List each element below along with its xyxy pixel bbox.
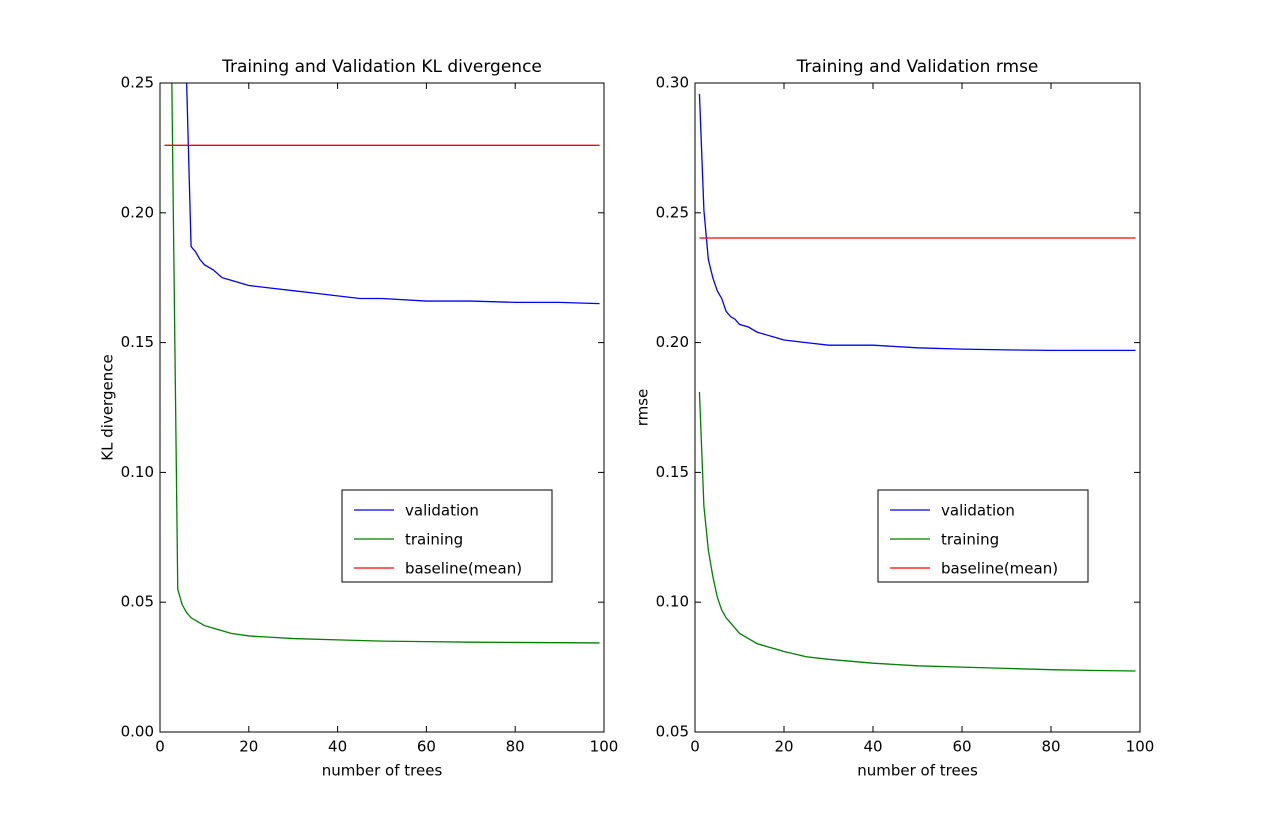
x-axis-label: number of trees xyxy=(857,762,978,780)
y-tick-label: 0.15 xyxy=(656,463,689,481)
data-line xyxy=(698,391,1136,672)
legend-label: validation xyxy=(941,502,1015,520)
y-axis-label: rmse xyxy=(634,389,652,427)
y-tick-label: 0.25 xyxy=(656,203,689,221)
y-tick-label: 0.30 xyxy=(656,74,689,92)
y-tick-label: 0.10 xyxy=(656,593,689,611)
y-tick-label: 0.20 xyxy=(121,203,154,221)
legend-label: validation xyxy=(405,502,479,520)
x-tick-label: 100 xyxy=(1126,738,1155,756)
x-tick-label: 40 xyxy=(863,738,882,756)
x-tick-label: 20 xyxy=(239,738,258,756)
legend-label: baseline(mean) xyxy=(941,560,1058,578)
x-tick-label: 60 xyxy=(952,738,971,756)
y-tick-label: 0.15 xyxy=(121,333,154,351)
x-tick-label: 60 xyxy=(417,738,436,756)
x-tick-label: 0 xyxy=(155,738,165,756)
x-tick-label: 0 xyxy=(690,738,700,756)
y-tick-label: 0.05 xyxy=(656,723,689,741)
x-tick-label: 80 xyxy=(1041,738,1060,756)
y-axis-label: KL divergence xyxy=(99,354,117,460)
legend-box xyxy=(877,489,1089,583)
axes-frame xyxy=(694,82,1141,733)
legend-label: training xyxy=(941,531,999,549)
y-tick-label: 0.20 xyxy=(656,333,689,351)
y-tick-label: 0.25 xyxy=(121,74,154,92)
subplot: Training and Validation KL divergence num… xyxy=(99,57,619,780)
x-tick-label: 100 xyxy=(590,738,619,756)
x-tick-label: 80 xyxy=(506,738,525,756)
y-tick-label: 0.00 xyxy=(121,723,154,741)
axes-frame xyxy=(159,82,605,733)
y-tick-label: 0.05 xyxy=(121,593,154,611)
data-line xyxy=(185,83,600,305)
x-axis-label: number of trees xyxy=(322,762,443,780)
chart-title: Training and Validation KL divergence xyxy=(221,57,542,77)
data-line xyxy=(698,93,1136,352)
y-tick-label: 0.10 xyxy=(121,463,154,481)
data-line xyxy=(171,83,600,644)
subplot: Training and Validation rmse number of tr… xyxy=(634,57,1155,780)
chart-title: Training and Validation rmse xyxy=(796,57,1039,77)
x-tick-label: 20 xyxy=(774,738,793,756)
x-tick-label: 40 xyxy=(328,738,347,756)
legend-label: baseline(mean) xyxy=(405,560,522,578)
legend-box xyxy=(341,489,553,583)
legend-label: training xyxy=(405,531,463,549)
